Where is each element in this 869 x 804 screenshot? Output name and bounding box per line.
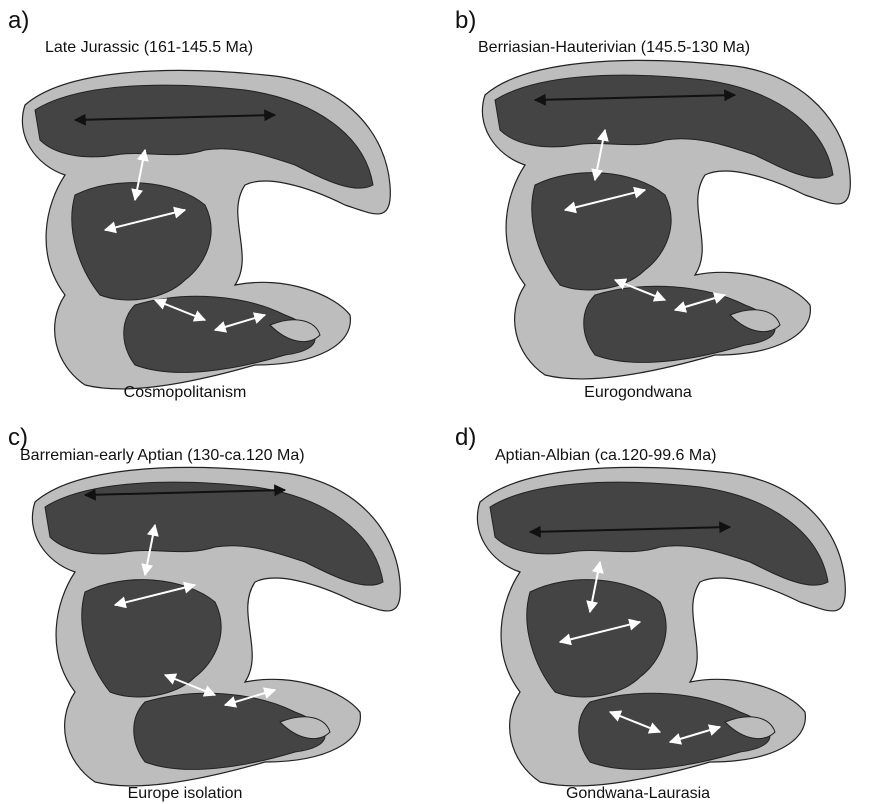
panel-title: Aptian-Albian (ca.120-99.6 Ma) [495, 447, 716, 464]
panel-label: d) [455, 424, 476, 451]
panel-d: d) Aptian-Albian (ca.120-99.6 Ma) Gondwa… [455, 424, 845, 802]
panel-label: b) [455, 7, 476, 34]
panel-caption: Gondwana-Laurasia [566, 785, 710, 802]
figure: a) Late Jurassic (161-145.5 Ma) Cosmopol… [0, 0, 869, 804]
panel-title: Berriasian-Hauterivian (145.5-130 Ma) [478, 39, 750, 56]
map [482, 60, 850, 378]
panel-b: b) Berriasian-Hauterivian (145.5-130 Ma)… [455, 7, 850, 401]
panel-caption: Europe isolation [128, 785, 243, 802]
panel-title: Late Jurassic (161-145.5 Ma) [45, 39, 253, 56]
panel-a: a) Late Jurassic (161-145.5 Ma) Cosmopol… [8, 7, 390, 401]
panel-label: a) [8, 7, 29, 34]
panel-caption: Cosmopolitanism [124, 384, 247, 401]
map [32, 467, 400, 785]
panel-c: c) Barremian-early Aptian (130-ca.120 Ma… [8, 424, 400, 802]
map [22, 70, 390, 388]
panel-title: Barremian-early Aptian (130-ca.120 Ma) [20, 447, 305, 464]
page: {"panels": [ {"label": "a)", "title": "L… [0, 0, 869, 804]
panel-caption: Eurogondwana [584, 384, 692, 401]
map [477, 467, 845, 785]
